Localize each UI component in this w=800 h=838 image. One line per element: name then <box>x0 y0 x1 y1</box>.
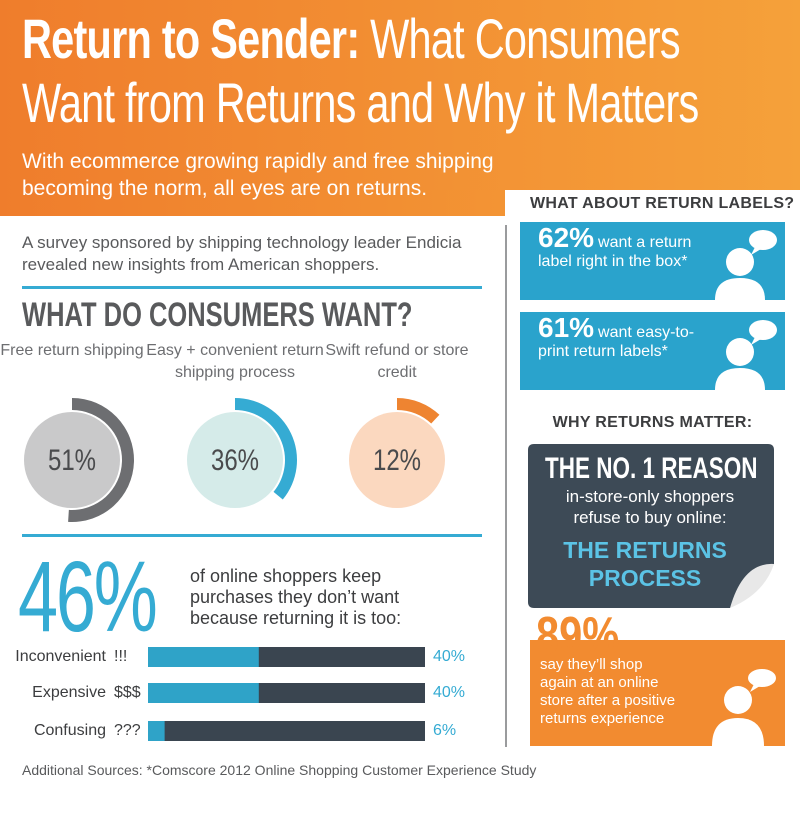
subtitle: With ecommerce growing rapidly and free … <box>22 150 494 200</box>
reason-title: THE NO. 1 REASON <box>545 452 758 485</box>
card-percent: 62% <box>538 222 595 253</box>
stat-box <box>530 640 785 746</box>
keep-stat: 46% <box>18 541 158 653</box>
card-text: 62% want a return label right in the box* <box>538 224 703 271</box>
card-text: 61% want easy-to-print return labels* <box>538 314 703 361</box>
header-band <box>0 0 800 190</box>
person-icon <box>715 320 777 390</box>
bar-label: Expensive <box>32 684 106 701</box>
bar-value: 40% <box>433 648 465 665</box>
donut-value: 51% <box>48 442 96 476</box>
column-divider <box>505 225 507 747</box>
matter-stat: 89% <box>536 607 620 665</box>
bar-track <box>148 683 425 703</box>
title-line: Want from Returns and Why it Matters <box>22 71 699 134</box>
donut-center <box>187 412 283 508</box>
card-percent: 61% <box>538 312 595 343</box>
title-rest: What Consumers <box>370 7 680 70</box>
bar-value: 40% <box>433 684 465 701</box>
title-bold: Return to Sender: <box>22 7 360 70</box>
reason-box <box>528 444 774 608</box>
keep-text: of online shoppers keep purchases they d… <box>190 566 402 628</box>
donut-label: Swift refund or store credit <box>325 342 469 381</box>
bar <box>148 683 259 703</box>
reason-answer: THE RETURNS PROCESS <box>563 537 727 591</box>
donut-label: Easy + convenient return shipping proces… <box>146 342 324 381</box>
person-icon <box>715 230 777 300</box>
donut-arc <box>68 398 134 522</box>
donut-arc <box>235 398 297 500</box>
labels-heading: WHAT ABOUT RETURN LABELS? <box>530 195 795 212</box>
donut-center <box>24 412 120 508</box>
footer: Additional Sources: *Comscore 2012 Onlin… <box>22 762 537 778</box>
bar-label: Confusing <box>34 722 106 739</box>
bar-symbol: $$$ <box>114 684 141 701</box>
reason-text: in-store-only shoppers refuse to buy onl… <box>565 487 735 527</box>
bar <box>148 721 165 741</box>
person-icon <box>712 669 776 746</box>
matter-stat-text: say they’ll shop again at an online stor… <box>540 656 676 727</box>
header-band <box>0 190 505 216</box>
donut-label: Free return shipping <box>0 342 144 359</box>
bar-track <box>148 647 425 667</box>
label-card: 61% want easy-to-print return labels* <box>520 312 785 390</box>
intro: A survey sponsored by shipping technolog… <box>22 233 462 274</box>
bar <box>148 647 259 667</box>
divider <box>22 534 482 537</box>
donut-arc <box>397 398 440 424</box>
donut-center <box>349 412 445 508</box>
bar-track <box>148 721 425 741</box>
label-card: 62% want a return label right in the box* <box>520 222 785 300</box>
donut-value: 36% <box>211 442 259 476</box>
bar-symbol: ??? <box>114 722 141 739</box>
donut-value: 12% <box>373 442 421 476</box>
divider <box>22 286 482 289</box>
bar-value: 6% <box>433 722 456 739</box>
card-desc: want easy-to-print return labels* <box>538 324 695 360</box>
title-line: Return to Sender: What Consumers <box>22 6 681 71</box>
card-desc: want a return label right in the box* <box>538 234 692 270</box>
section-heading: WHAT DO CONSUMERS WANT? <box>22 296 413 334</box>
matter-heading: WHY RETURNS MATTER: <box>552 414 753 431</box>
